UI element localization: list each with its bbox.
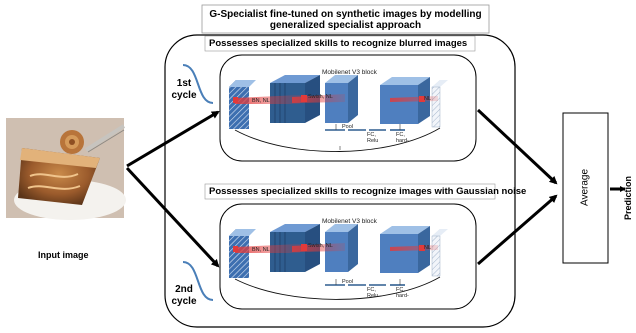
prediction-label: Prediction (623, 175, 633, 220)
input-image-label: Input image (38, 250, 89, 260)
block1-pool-label: Pool (342, 124, 354, 130)
block2-pool-label: Pool (342, 279, 354, 285)
block2-fc1-line1: FC, (367, 287, 376, 293)
block-title-2: Mobilenet V3 block (322, 218, 377, 225)
block1-conv4-label: NL (424, 96, 432, 102)
arrow-icon (477, 194, 558, 266)
skill-label-2: Possesses specialized skills to recogniz… (209, 186, 527, 197)
block2-conv1-label: BN, NL (252, 247, 270, 253)
block1-conv1-label: BN, NL (252, 98, 270, 104)
block-title-1: Mobilenet V3 block (322, 69, 377, 76)
cycle-curve-1 (182, 64, 214, 104)
block2-fc2-label: FC, hard- (396, 287, 409, 299)
header-title-line1: G-Specialist fine-tuned on synthetic ima… (209, 9, 482, 20)
skill-box-2 (204, 183, 496, 200)
block2-fc1-line2: Relu (367, 293, 379, 299)
block2-fc2-line2: hard- (396, 293, 409, 299)
food-photo (6, 118, 126, 220)
block1-fc2-label: FC, hard- (396, 132, 409, 144)
arrow-icon (125, 166, 220, 268)
cycle-curve-2 (182, 261, 214, 301)
skill-label-1: Possesses specialized skills to recogniz… (209, 38, 468, 49)
block1-fc2-line1: FC, (396, 132, 405, 138)
block1-fc1-line1: FC, (367, 132, 376, 138)
header-box (201, 4, 490, 34)
cycle-label-1: 1st cycle (166, 78, 202, 102)
cycle-2-line1: 2nd (175, 284, 193, 295)
block2-conv3-label: Swish, NL (308, 243, 333, 249)
mobilenet-block-1 (229, 75, 448, 152)
arrow-icon (476, 108, 558, 185)
cycle-1-line1: 1st (176, 78, 192, 89)
cycle-1-line2: cycle (171, 90, 197, 101)
block1-fc1-line2: Relu (367, 138, 379, 144)
mobilenet-block-2 (229, 224, 448, 300)
block1-fc1-label: FC, Relu (367, 132, 378, 144)
average-box (562, 112, 609, 264)
block2-fc1-label: FC, Relu (367, 287, 378, 299)
header-title: G-Specialist fine-tuned on synthetic ima… (202, 9, 489, 31)
block2-fc2-line1: FC, (396, 287, 405, 293)
block1-fc2-line2: hard- (396, 138, 409, 144)
skill-box-1 (204, 35, 476, 52)
average-label: Average (579, 168, 591, 207)
cycle-2-line2: cycle (171, 296, 197, 307)
arrow-icon (126, 110, 220, 168)
block1-conv3-label: Swish, NL (308, 94, 333, 100)
cycle-label-2: 2nd cycle (166, 284, 202, 308)
block2-conv4-label: NL (424, 245, 432, 251)
header-title-line2: generalized specialist approach (269, 20, 422, 31)
